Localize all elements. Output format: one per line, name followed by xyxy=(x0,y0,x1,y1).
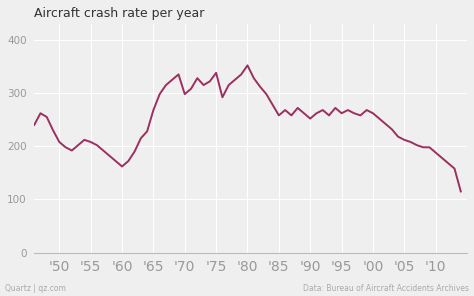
Text: Data: Bureau of Aircraft Accidents Archives: Data: Bureau of Aircraft Accidents Archi… xyxy=(303,284,469,293)
Text: Aircraft crash rate per year: Aircraft crash rate per year xyxy=(34,7,205,20)
Text: Quartz | qz.com: Quartz | qz.com xyxy=(5,284,65,293)
